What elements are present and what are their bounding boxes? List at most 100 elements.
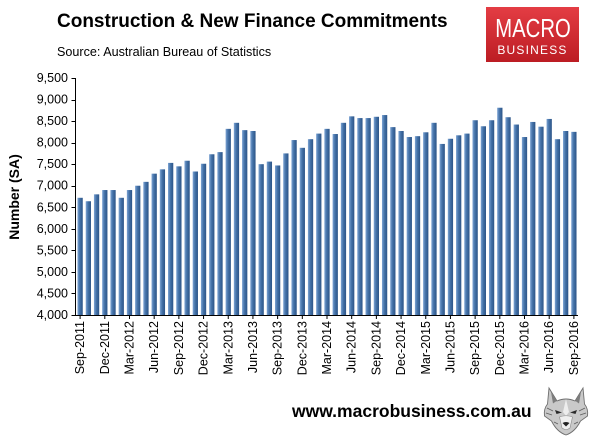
bar: Jun-2016 <box>546 118 552 315</box>
wolf-fur-lines <box>545 407 587 425</box>
x-tick-label: Mar-2016 <box>518 321 532 375</box>
bar: Apr-2016 <box>530 121 536 315</box>
bar: May-2013 <box>242 130 248 315</box>
y-tick-label: 6,500 <box>37 200 68 214</box>
y-tick-label: 8,500 <box>37 114 68 128</box>
bar: Dec-2011 <box>102 190 108 315</box>
x-tick-label: Sep-2011 <box>73 321 87 374</box>
x-tick-label: Sep-2014 <box>369 321 383 375</box>
bar: Jan-2012 <box>110 190 116 315</box>
y-tick-label: 5,500 <box>37 243 68 257</box>
x-tick-label: Sep-2012 <box>172 321 186 375</box>
bar: May-2016 <box>538 126 544 315</box>
website-url: www.macrobusiness.com.au <box>292 401 532 421</box>
bar: Sep-2013 <box>274 165 281 315</box>
logo-wordmark-macro: MACRO <box>494 13 571 43</box>
bar: Sep-2011 <box>77 197 83 315</box>
x-tick-label: Dec-2014 <box>394 321 408 375</box>
bar: Jul-2015 <box>456 135 462 315</box>
chart-source-note: Source: Australian Bureau of Statistics <box>57 45 272 59</box>
wolf-forehead <box>563 399 569 416</box>
bar: Dec-2015 <box>497 107 503 315</box>
bar: Oct-2014 <box>381 115 388 315</box>
bar: Jul-2013 <box>258 164 264 315</box>
bar: Aug-2013 <box>266 161 273 315</box>
bar: Mar-2014 <box>324 128 330 315</box>
x-tick-label: Jun-2014 <box>345 321 359 373</box>
wolf-eye-left <box>555 410 562 414</box>
bar: Jan-2015 <box>406 137 412 315</box>
y-tick-label: 4,000 <box>37 308 68 322</box>
bar: Nov-2015 <box>488 120 495 315</box>
x-tick-label: Jun-2015 <box>443 321 457 373</box>
wolf-ear-inner-left <box>551 392 557 404</box>
y-axis-title: Number (SA) <box>6 154 22 240</box>
bar: Sep-2015 <box>472 120 478 315</box>
wolf-ear-inner-right <box>575 392 581 404</box>
bar: Jun-2015 <box>447 138 454 315</box>
bar: Apr-2012 <box>135 185 141 315</box>
y-tick-label: 8,000 <box>37 136 68 150</box>
bars: Sep-2011Oct-2011Nov-2011Dec-2011Jan-2012… <box>77 107 577 316</box>
x-tick-label: Mar-2012 <box>122 321 136 375</box>
bar: Jan-2014 <box>307 139 314 315</box>
bar: Oct-2015 <box>480 126 486 315</box>
bar: Jan-2013 <box>209 154 215 315</box>
y-tick-label: 6,000 <box>37 222 68 236</box>
x-tick-label: Jun-2012 <box>147 321 161 373</box>
x-tick-label: Dec-2011 <box>98 321 112 374</box>
bar: Aug-2015 <box>464 133 470 315</box>
bar: Nov-2013 <box>291 140 297 315</box>
bar: Mar-2013 <box>225 128 231 315</box>
macrobusiness-logo: MACRO BUSINESS <box>486 7 579 62</box>
bar: Mar-2016 <box>521 137 528 315</box>
bar: Jun-2014 <box>349 116 355 315</box>
x-tick-label: Mar-2015 <box>419 321 433 375</box>
y-tick-label: 9,000 <box>37 93 68 107</box>
bar: Jul-2012 <box>159 169 166 315</box>
chart-title: Construction & New Finance Commitments <box>57 11 448 32</box>
bar: Jul-2016 <box>554 139 561 315</box>
bar: Jul-2014 <box>357 118 363 315</box>
x-tick-label: Dec-2012 <box>197 321 211 375</box>
x-tick-label: Dec-2013 <box>295 321 309 375</box>
x-axis: Sep-2011 Dec-2011 Mar-2012 Jun-2012 Sep-2012… <box>73 315 581 375</box>
bar: May-2014 <box>340 122 347 315</box>
y-tick-label: 4,500 <box>37 286 68 300</box>
bar: Feb-2013 <box>217 152 223 315</box>
bar: Oct-2013 <box>283 153 289 315</box>
x-tick-label: Sep-2015 <box>468 321 482 375</box>
bar: Sep-2016 <box>571 131 577 315</box>
wolf-icon <box>543 386 589 436</box>
bar: Apr-2015 <box>431 122 437 315</box>
y-tick-label: 9,500 <box>37 71 68 85</box>
bar: Nov-2014 <box>390 127 396 316</box>
bar: May-2012 <box>143 181 149 315</box>
bar: Dec-2013 <box>299 147 305 315</box>
wolf-nose <box>562 422 570 427</box>
bar: Oct-2011 <box>85 201 91 315</box>
bar: Sep-2012 <box>176 166 182 315</box>
bar: Jun-2013 <box>250 131 256 315</box>
bar: Aug-2016 <box>563 131 569 315</box>
x-tick-label: Jun-2016 <box>542 321 556 373</box>
x-tick-label: Mar-2013 <box>221 321 235 375</box>
x-tick-label: Mar-2014 <box>320 321 334 375</box>
x-tick-label: Jun-2013 <box>246 321 260 373</box>
bar: Nov-2011 <box>93 194 100 315</box>
y-axis: 9,500 9,000 8,500 8,000 7,500 7,000 6,500 6,000… <box>37 71 76 322</box>
y-tick-label: 5,000 <box>37 265 68 279</box>
y-tick-label: 7,500 <box>37 157 68 171</box>
x-tick-label: Dec-2015 <box>493 321 507 375</box>
wolf-eye-right <box>570 410 577 414</box>
bar: Jun-2012 <box>151 173 157 315</box>
bar: May-2015 <box>439 143 445 315</box>
bar: Oct-2012 <box>184 160 190 315</box>
bar: Dec-2014 <box>398 131 404 315</box>
bar: Mar-2012 <box>126 190 133 315</box>
bar: Aug-2012 <box>168 162 174 315</box>
bar: Feb-2016 <box>513 124 519 315</box>
bar: Dec-2012 <box>200 163 207 315</box>
bar: Apr-2013 <box>233 122 240 315</box>
